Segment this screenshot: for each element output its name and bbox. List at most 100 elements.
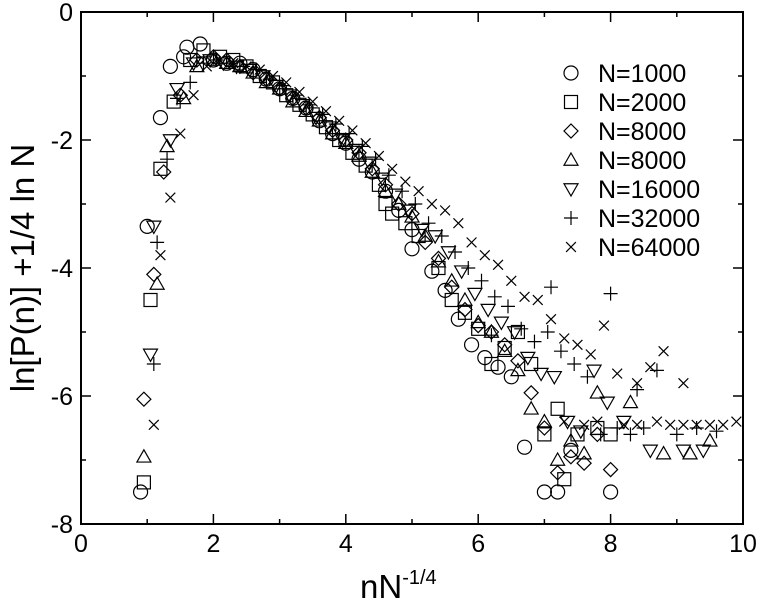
data-point [505, 275, 517, 287]
data-point [523, 384, 540, 401]
data-point [631, 377, 643, 389]
data-point [622, 394, 639, 409]
data-point [444, 292, 459, 308]
data-point [558, 333, 570, 344]
data-point [644, 361, 656, 373]
legend-marker [562, 183, 580, 198]
data-point [214, 54, 226, 66]
data-point [149, 275, 166, 290]
data-point [241, 61, 252, 72]
data-point [457, 301, 473, 318]
data-point [188, 58, 205, 73]
y-tick-label: -6 [51, 383, 73, 411]
data-point [618, 419, 630, 431]
data-point [241, 63, 258, 78]
data-point [474, 273, 489, 288]
data-point [586, 364, 603, 379]
data-point [307, 96, 319, 107]
data-point [544, 280, 559, 295]
data-point [162, 58, 178, 75]
axis-ticks [80, 11, 744, 525]
data-point [400, 176, 411, 187]
data-point [717, 419, 729, 431]
data-point [470, 314, 487, 329]
y-tick-label: 0 [59, 0, 73, 27]
data-point [215, 57, 232, 72]
data-point [360, 156, 378, 171]
data-point [649, 363, 664, 378]
x-tick-label: 6 [471, 530, 485, 558]
data-point [496, 336, 513, 353]
data-point [510, 324, 526, 340]
data-point [236, 59, 251, 74]
data-point [479, 249, 491, 261]
data-point [602, 461, 619, 478]
data-point [320, 105, 332, 117]
data-point [592, 416, 603, 427]
data-point [598, 320, 610, 331]
data-point [448, 245, 463, 259]
data-point [623, 427, 638, 442]
y-tick-label: -2 [51, 127, 73, 155]
data-point [540, 325, 555, 339]
data-point [631, 419, 643, 431]
data-point [636, 421, 651, 435]
data-point [165, 192, 176, 203]
data-point [651, 416, 663, 427]
data-point [337, 132, 354, 148]
data-point [533, 367, 550, 382]
data-point [558, 416, 570, 427]
data-point [168, 82, 186, 98]
data-point [185, 57, 202, 72]
data-point [527, 334, 542, 349]
data-point [456, 291, 473, 306]
data-point [471, 321, 486, 336]
legend-label: N=8000 [598, 147, 686, 175]
data-point [611, 368, 623, 379]
data-point [546, 370, 563, 386]
data-point [271, 80, 288, 97]
data-point [351, 144, 367, 161]
data-point [550, 401, 565, 416]
legend-label: N=8000 [598, 118, 686, 146]
data-point [209, 53, 224, 67]
data-point [136, 391, 152, 408]
data-point [549, 451, 566, 466]
data-point [506, 326, 523, 341]
data-point [281, 89, 298, 104]
data-point [497, 340, 512, 356]
data-point [324, 122, 341, 139]
data-point [642, 444, 659, 459]
data-point [408, 197, 423, 211]
data-point [160, 152, 175, 167]
data-point [704, 419, 716, 431]
legend: N=1000N=2000N=8000N=8000N=16000N=32000N=… [562, 60, 700, 262]
data-point [453, 217, 464, 229]
data-point [404, 241, 420, 257]
data-point [347, 143, 364, 158]
data-point [307, 111, 325, 126]
data-point [484, 356, 499, 372]
data-point [254, 64, 266, 75]
data-point [731, 416, 742, 427]
series-5 [146, 53, 724, 442]
series-0 [132, 36, 619, 500]
data-point [179, 39, 195, 55]
data-point [615, 415, 632, 430]
data-point [678, 419, 689, 431]
data-point [333, 115, 345, 127]
data-point [413, 185, 424, 197]
data-point [589, 426, 606, 443]
x-axis-title-exponent: -1/4 [402, 567, 436, 589]
data-point [457, 305, 473, 320]
data-point [337, 134, 354, 150]
data-point [585, 349, 597, 360]
series-6 [148, 54, 742, 431]
data-point [387, 188, 404, 203]
data-point [599, 396, 616, 411]
data-point [466, 287, 483, 302]
x-tick-label: 0 [74, 530, 88, 558]
data-point [536, 484, 553, 500]
legend-label: N=2000 [598, 89, 686, 117]
legend-marker [565, 241, 577, 253]
